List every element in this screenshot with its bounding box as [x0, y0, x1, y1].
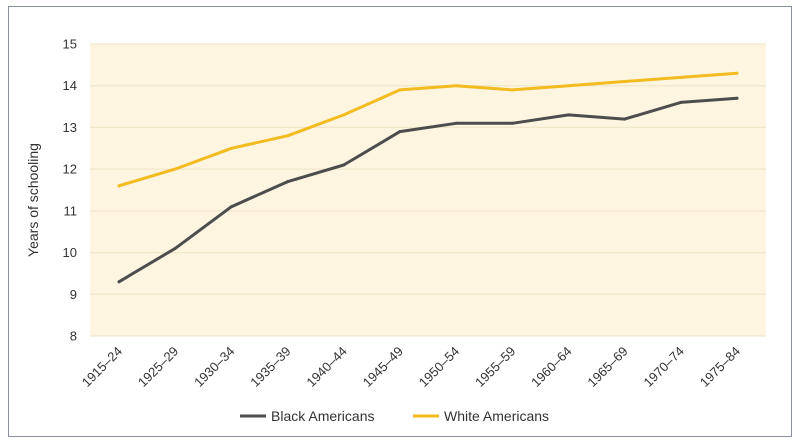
data-point [735, 96, 739, 100]
data-point [342, 163, 346, 167]
data-point [286, 180, 290, 184]
series-lines [117, 71, 739, 284]
data-point [173, 167, 177, 171]
data-point [454, 121, 458, 125]
data-point [342, 113, 346, 117]
x-tick-label: 1965–69 [584, 344, 630, 390]
y-tick-label: 10 [63, 245, 77, 260]
data-point [117, 280, 121, 284]
data-point [679, 100, 683, 104]
data-point [398, 130, 402, 134]
y-tick-label: 12 [63, 162, 77, 177]
data-point [286, 134, 290, 138]
x-tick-label: 1955–59 [472, 344, 518, 390]
data-point [173, 246, 177, 250]
series-line-white-americans [117, 71, 739, 188]
x-tick-label: 1930–34 [191, 344, 237, 390]
y-axis-title: Years of schooling [25, 143, 41, 257]
data-point [229, 205, 233, 209]
x-tick-label: 1970–74 [641, 344, 687, 390]
y-tick-label: 9 [70, 287, 77, 302]
legend: Black Americans White Americans [240, 408, 549, 424]
y-tick-label: 15 [63, 37, 77, 52]
x-tick-label: 1975–84 [697, 344, 743, 390]
plot-area [90, 44, 766, 336]
x-tick-label: 1945–49 [360, 344, 406, 390]
x-tick-label: 1935–39 [247, 344, 293, 390]
data-point [735, 71, 739, 75]
data-point [679, 75, 683, 79]
data-point [454, 84, 458, 88]
data-point [623, 80, 627, 84]
data-point [117, 184, 121, 188]
y-axis-ticks: 8 9 10 11 12 13 14 15 [63, 37, 77, 344]
x-axis-ticks: 1915–24 1925–29 1930–34 1935–39 1940–44 1945–… [79, 344, 743, 390]
data-point [398, 88, 402, 92]
data-point [510, 88, 514, 92]
x-tick-label: 1950–54 [416, 344, 462, 390]
data-point [566, 113, 570, 117]
legend-label: White Americans [444, 408, 549, 424]
legend-label: Black Americans [271, 408, 374, 424]
y-tick-label: 14 [63, 78, 77, 93]
y-tick-label: 11 [64, 203, 78, 218]
y-tick-label: 8 [70, 329, 77, 344]
x-tick-label: 1915–24 [79, 344, 125, 390]
x-tick-label: 1960–64 [528, 344, 574, 390]
series-line-black-americans [117, 96, 739, 284]
data-point [566, 84, 570, 88]
data-point [510, 121, 514, 125]
data-point [229, 146, 233, 150]
y-tick-label: 13 [63, 120, 77, 135]
data-point [623, 117, 627, 121]
x-tick-label: 1925–29 [135, 344, 181, 390]
x-tick-label: 1940–44 [303, 344, 349, 390]
